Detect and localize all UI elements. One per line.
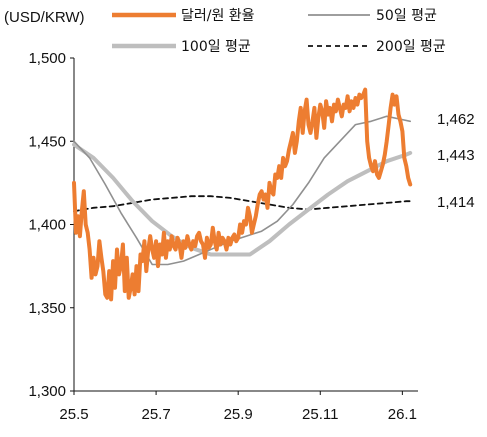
- y-tick-label: 1,500: [28, 50, 66, 67]
- y-tick-labels: 1,300 1,350 1,400 1,450 1,500: [28, 50, 74, 400]
- end-label-50d-average: 1,462: [437, 111, 475, 128]
- series-line-fx-rate: [72, 87, 413, 302]
- end-label-200d-average: 1,414: [437, 194, 475, 211]
- y-tick-label: 1,450: [28, 133, 66, 150]
- end-label-100d-average: 1,443: [437, 147, 475, 164]
- legend: 달러/원 환율 50일 평균 100일 평균 200일 평균: [112, 8, 446, 55]
- x-tick-label: 26.1: [388, 406, 417, 423]
- x-tick-label: 25.7: [141, 406, 170, 423]
- legend-label-100d-average: 100일 평균: [181, 39, 251, 55]
- legend-label-fx-rate: 달러/원 환율: [181, 8, 255, 24]
- x-tick-label: 25.5: [59, 406, 88, 423]
- legend-label-50d-average: 50일 평균: [376, 8, 437, 24]
- x-tick-label: 25.11: [302, 406, 338, 423]
- x-tick-label: 25.9: [224, 406, 253, 423]
- y-axis-unit-label: (USD/KRW): [4, 9, 85, 26]
- series-line-100d-average: [72, 142, 413, 257]
- series-line-200d-average: [73, 195, 412, 213]
- y-tick-label: 1,300: [28, 383, 66, 400]
- legend-label-200d-average: 200일 평균: [376, 39, 446, 55]
- x-tick-labels: 25.5 25.7 25.9 25.11 26.1: [59, 391, 417, 423]
- series-lines: [72, 87, 413, 302]
- y-tick-label: 1,350: [28, 300, 66, 317]
- series-line-50d-average: [73, 115, 412, 266]
- y-tick-label: 1,400: [28, 217, 66, 234]
